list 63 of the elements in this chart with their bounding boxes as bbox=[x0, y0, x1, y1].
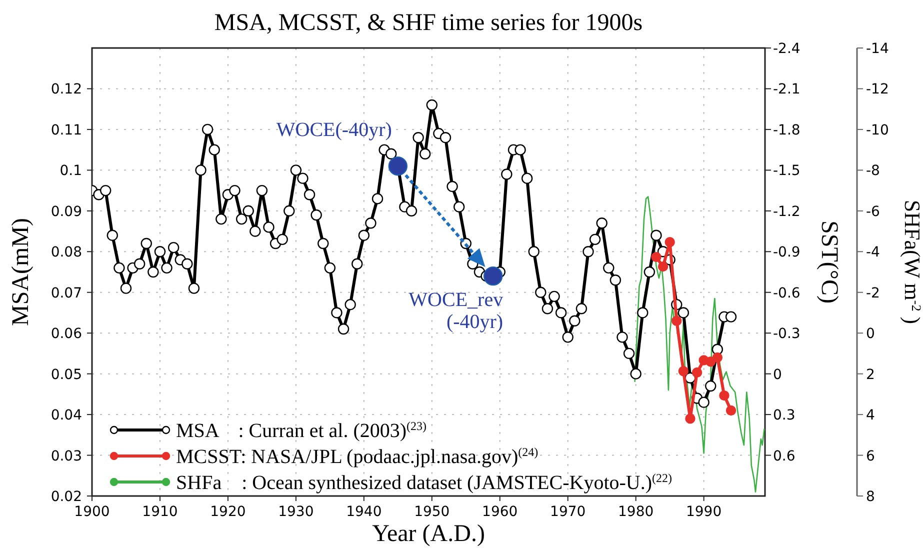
y2-tick-label: -2.1 bbox=[773, 82, 800, 98]
x-tick-label: 1920 bbox=[210, 504, 246, 520]
x-axis-title: Year (A.D.) bbox=[372, 521, 485, 547]
y3-tick-label: -14 bbox=[866, 41, 889, 57]
x-tick-label: 1950 bbox=[414, 504, 450, 520]
y3-tick-label: 2 bbox=[866, 366, 875, 383]
annotation: WOCE(-40yr) bbox=[276, 119, 392, 142]
x-tick-label: 1900 bbox=[74, 504, 110, 520]
point bbox=[712, 352, 723, 363]
y2-tick-label: 0.3 bbox=[773, 408, 796, 424]
y-tick-label: 0.08 bbox=[50, 244, 82, 261]
y-tick-label: 0.09 bbox=[50, 204, 82, 220]
y3-tick-label: 0 bbox=[866, 326, 875, 342]
y-tick-label: 0.1 bbox=[60, 163, 82, 180]
y3-tick-label: -10 bbox=[866, 122, 889, 138]
y2-tick-label: 0.6 bbox=[773, 448, 796, 464]
y3-tick-label: 8 bbox=[866, 489, 875, 505]
x-tick-label: 1960 bbox=[482, 504, 518, 520]
y-tick-label: 0.12 bbox=[50, 82, 82, 98]
point bbox=[658, 261, 668, 272]
y2-axis-title: SST(°C) bbox=[816, 220, 842, 304]
y2-tick-label: 0 bbox=[773, 366, 782, 383]
x-tick-label: 1970 bbox=[550, 504, 586, 520]
x-tick-label: 1910 bbox=[142, 504, 178, 520]
point bbox=[664, 237, 675, 248]
point bbox=[719, 390, 730, 401]
y-tick-label: 0.07 bbox=[50, 285, 82, 302]
y3-tick-label: -12 bbox=[866, 82, 889, 98]
legend-label: SHFa : Ocean synthesized dataset (JAMSTEC-Kyoto-U.)$^{(22)}$ bbox=[176, 471, 672, 494]
annotation: WOCE_rev (-40yr) bbox=[408, 289, 504, 334]
y-tick-label: 0.04 bbox=[50, 408, 82, 424]
y3-tick-label: 6 bbox=[866, 448, 875, 464]
y-tick-label: 0.05 bbox=[50, 366, 82, 383]
y3-tick-label: -2 bbox=[866, 285, 880, 302]
point bbox=[672, 316, 682, 326]
legend-label: MCSST: NASA/JPL (podaac.jpl.nasa.gov)$^{(24)}$ bbox=[176, 445, 538, 468]
x-tick-label: 1990 bbox=[686, 504, 722, 520]
y-axis-title: MSA(mM) bbox=[8, 218, 34, 326]
point bbox=[651, 252, 662, 262]
y-tick-label: 0.11 bbox=[50, 122, 82, 138]
y-tick-label: 0.02 bbox=[50, 489, 82, 505]
point bbox=[692, 367, 702, 378]
y2-tick-label: -0.9 bbox=[773, 244, 800, 261]
y3-tick-label: -8 bbox=[866, 163, 880, 180]
legend-label: MSA : Curran et al. (2003)$^{(23)}$ bbox=[176, 419, 427, 442]
y2-tick-label: -0.6 bbox=[773, 285, 800, 302]
y3-tick-label: -4 bbox=[866, 244, 880, 261]
y2-tick-label: -1.8 bbox=[773, 122, 800, 138]
x-tick-label: 1940 bbox=[346, 504, 382, 520]
x-tick-label: 1980 bbox=[618, 504, 654, 520]
chart-title: MSA, MCSST, & SHF time series for 1900s bbox=[214, 10, 643, 36]
y3-tick-label: 4 bbox=[866, 408, 875, 424]
y-tick-label: 0.03 bbox=[50, 448, 82, 464]
y2-tick-label: -1.5 bbox=[773, 163, 800, 180]
y3-tick-label: -6 bbox=[866, 204, 880, 220]
x-tick-label: 1930 bbox=[278, 504, 314, 520]
point bbox=[678, 366, 689, 376]
point bbox=[685, 414, 696, 424]
y2-tick-label: -1.2 bbox=[773, 204, 800, 220]
y2-tick-label: -0.3 bbox=[773, 326, 800, 342]
y2-tick-label: -2.4 bbox=[773, 41, 800, 57]
y-tick-label: 0.06 bbox=[50, 326, 82, 342]
point bbox=[726, 405, 736, 416]
